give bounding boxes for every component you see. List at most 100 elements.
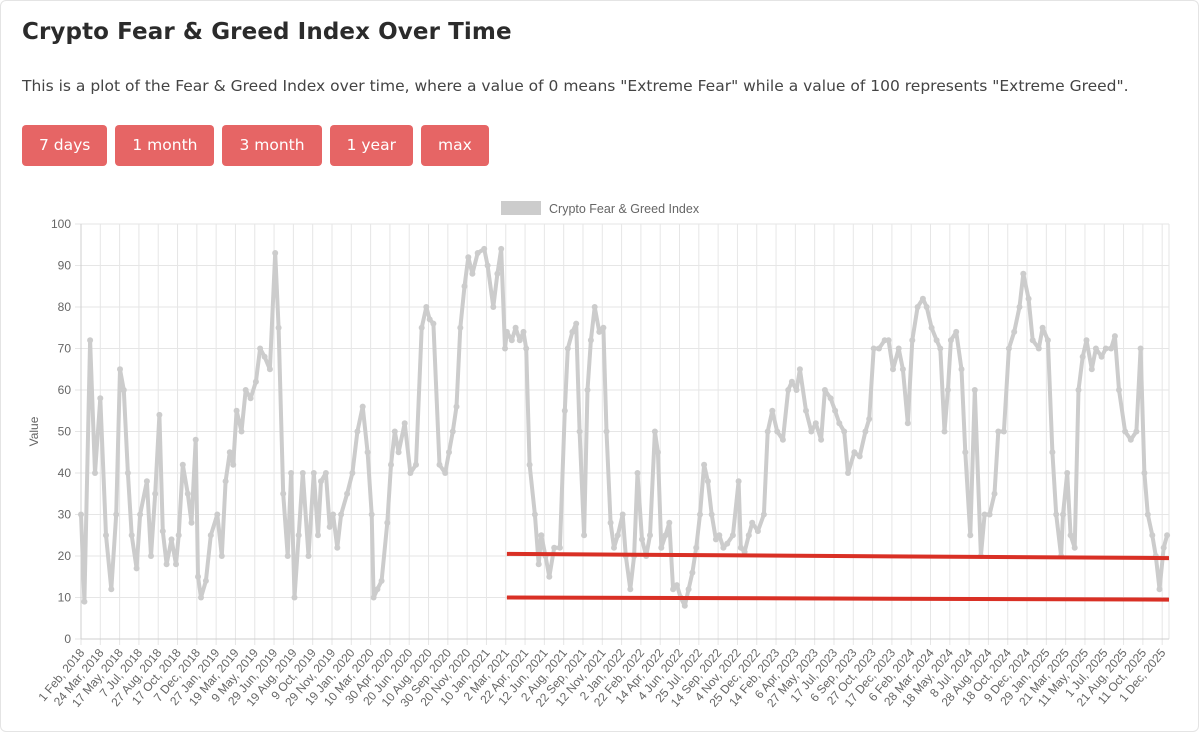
data-point (724, 540, 731, 547)
y-tick-label: 50 (58, 425, 72, 439)
data-point (152, 490, 159, 497)
data-point (735, 478, 742, 485)
range-1-month-button[interactable]: 1 month (115, 125, 215, 166)
data-point (704, 478, 711, 485)
data-point (991, 490, 998, 497)
data-point (520, 328, 527, 335)
data-point (614, 532, 621, 539)
data-point (745, 532, 752, 539)
annotation-line (506, 595, 1170, 602)
y-tick-label: 40 (58, 466, 72, 480)
range-3-month-button[interactable]: 3 month (222, 125, 322, 166)
range-max-button[interactable]: max (420, 125, 489, 166)
data-point (890, 366, 896, 373)
fear-greed-chart[interactable]: Crypto Fear & Greed Index Value 0 10 20 30 4… (1, 191, 1199, 733)
data-point (395, 449, 402, 456)
data-point (1011, 328, 1018, 335)
series-path (79, 246, 1170, 608)
data-point (334, 544, 341, 551)
data-point (148, 553, 154, 559)
data-point (230, 461, 237, 468)
data-point (1071, 544, 1078, 551)
data-point (163, 561, 170, 568)
data-point (836, 420, 843, 427)
data-point (523, 345, 530, 352)
data-point (284, 553, 291, 559)
y-tick-label: 100 (51, 217, 71, 231)
data-point (947, 337, 954, 344)
data-point (634, 470, 641, 476)
data-point (627, 586, 634, 593)
data-point (188, 519, 195, 526)
range-7-days-button[interactable]: 7 days (22, 125, 108, 166)
y-tick-label: 30 (58, 508, 72, 522)
data-point (159, 528, 166, 535)
y-axis-title: Value (27, 416, 41, 446)
data-point (453, 403, 460, 410)
chart-legend[interactable]: Crypto Fear & Greed Index (501, 201, 700, 216)
data-point (796, 366, 803, 373)
data-point (1025, 295, 1032, 302)
data-point (749, 519, 756, 526)
data-point (928, 324, 935, 331)
data-point (654, 449, 661, 456)
data-point (832, 407, 839, 414)
data-point (214, 511, 221, 518)
data-point (184, 490, 191, 497)
data-point (1127, 436, 1134, 443)
legend-swatch (501, 201, 541, 215)
data-point (1053, 511, 1060, 518)
data-point (502, 345, 508, 352)
data-point (591, 304, 598, 310)
data-point (1164, 532, 1171, 539)
data-point (81, 598, 88, 605)
data-point (526, 461, 533, 468)
data-point (899, 366, 906, 373)
data-point (1098, 353, 1105, 360)
data-point (426, 316, 433, 323)
data-point (812, 420, 819, 427)
data-point (697, 511, 703, 518)
data-point (1067, 532, 1074, 539)
data-point (662, 532, 669, 539)
data-point (120, 387, 127, 393)
data-point (962, 449, 969, 456)
data-point (1064, 470, 1071, 476)
range-1-year-button[interactable]: 1 year (329, 125, 413, 166)
data-point (436, 461, 443, 468)
data-point (490, 304, 497, 310)
data-point (315, 532, 321, 539)
data-point (1075, 387, 1082, 393)
data-point (423, 304, 430, 310)
data-point (322, 470, 329, 476)
y-axis-ticks: 0 10 20 30 40 50 60 70 80 90 100 (51, 217, 71, 646)
data-point (619, 511, 626, 518)
data-point (457, 324, 464, 331)
data-point (344, 490, 351, 497)
data-point (569, 328, 576, 335)
data-point (295, 532, 302, 539)
data-point (354, 428, 361, 435)
data-point (785, 387, 792, 393)
data-point (685, 586, 692, 593)
data-point (923, 304, 930, 310)
data-point (481, 245, 488, 252)
data-point (461, 283, 468, 290)
data-point (856, 453, 863, 460)
data-point (442, 470, 449, 476)
data-point (651, 428, 658, 435)
data-point (349, 470, 356, 476)
data-point (494, 270, 501, 277)
data-point (658, 544, 665, 551)
data-point (378, 577, 385, 584)
data-point (474, 250, 481, 256)
data-point (573, 320, 580, 327)
data-point (1156, 586, 1163, 593)
data-point (1088, 366, 1095, 373)
data-point (359, 403, 366, 410)
data-point (168, 536, 175, 543)
data-point (681, 602, 688, 609)
y-tick-label: 90 (58, 259, 72, 273)
data-point (137, 511, 144, 518)
data-point (498, 245, 505, 252)
